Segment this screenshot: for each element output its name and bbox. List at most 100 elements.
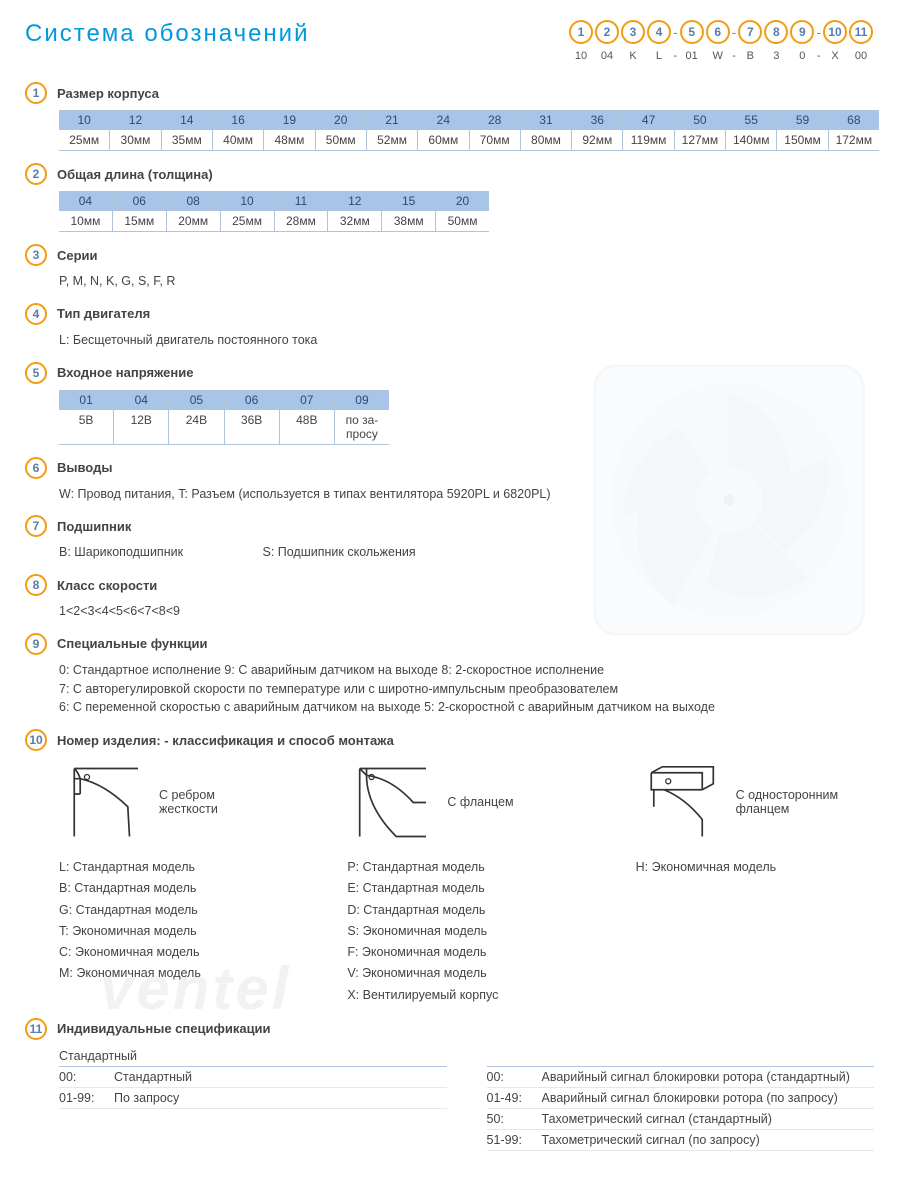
table-column: 1948мм [263,111,314,150]
section-title: Класс скорости [57,578,157,593]
table-column: 2152мм [366,111,417,150]
spec-col-right: 00:Аварийный сигнал блокировки ротора (с… [487,1046,875,1151]
table-body: 119мм [623,130,673,150]
table-column: 1230мм [109,111,160,150]
mount-list-item: H: Экономичная модель [636,857,874,878]
table-head: 09 [335,391,389,410]
mount-list: H: Экономичная модель [636,857,874,878]
spec-code: 00: [59,1070,114,1084]
section-title: Размер корпуса [57,86,159,101]
table-head: 31 [521,111,571,130]
table-body: 50мм [316,130,366,150]
mount-list: L: Стандартная модельB: Стандартная моде… [59,857,297,985]
table-head: 04 [114,391,168,410]
section-number: 2 [25,163,47,185]
table-head: 15 [382,192,435,211]
table-column: 1128мм [274,192,328,231]
table-body: 92мм [572,130,622,150]
table-body: 25мм [221,211,274,231]
table-column: 1025мм [59,111,109,150]
section-9: 9 Специальные функции 0: Стандартное исп… [25,633,874,717]
code-circle: 3 [621,20,645,44]
section-8: 8 Класс скорости 1<2<3<4<5<6<7<8<9 [25,574,874,621]
spec-head: Стандартный [59,1046,447,1067]
mount-list-item: C: Экономичная модель [59,942,297,963]
spec-row: 50:Тахометрический сигнал (стандартный) [487,1109,875,1130]
code-value: K [629,50,636,64]
code-position-7: 7B [738,20,762,64]
section-body: L: Бесщеточный двигатель постоянного ток… [59,331,874,350]
mount-list-item: P: Стандартная модель [347,857,585,878]
table-body: 10мм [59,211,112,231]
table-column: 2870мм [469,111,520,150]
mount-label: С одностороннимфланцем [736,788,838,816]
table-column: 68172мм [828,111,879,150]
page-title: Система обозначений [25,20,310,48]
code-value: 3 [773,50,779,64]
section-title: Общая длина (толщина) [57,167,213,182]
spec-col-left: Стандартный 00:Стандартный01-99:По запро… [59,1046,447,1151]
table-column: 59150мм [776,111,827,150]
code-position-10: 10 X [823,20,847,64]
table-column: 1232мм [327,192,381,231]
table-head: 59 [777,111,827,130]
section-body: P, M, N, K, G, S, F, R [59,272,874,291]
section-10: 10 Номер изделия: - классификация и спос… [25,729,874,1006]
table-body: 5В [59,410,113,430]
section-title: Подшипник [57,519,131,534]
code-circle: 10 [823,20,847,44]
code-circle: 11 [849,20,873,44]
code-position-6: 6W [706,20,730,64]
table-body: 172мм [829,130,879,150]
table-body: 25мм [59,130,109,150]
table-body: 12В [114,410,168,430]
code-position-3: 3K [621,20,645,64]
table-body: 150мм [777,130,827,150]
table-body: 36В [225,410,279,430]
code-value: 00 [855,50,867,64]
bearings-sleeve: S: Подшипник скольжения [262,545,415,559]
table-column: 1025мм [220,192,274,231]
code-dash: -- [732,20,737,64]
table-head: 07 [280,391,334,410]
table-body: 48В [280,410,334,430]
section-number: 10 [25,729,47,751]
mount-rib-icon [59,760,149,845]
mount-label: С ребромжесткости [159,788,218,816]
spec-row: 01-99:По запросу [59,1088,447,1109]
table-head: 20 [316,111,366,130]
code-circle: 9 [790,20,814,44]
table-column: 0615мм [112,192,166,231]
code-value: B [747,50,754,64]
table-head: 08 [167,192,220,211]
spec-text: Аварийный сигнал блокировки ротора (по з… [542,1091,838,1105]
section-title: Входное напряжение [57,365,193,380]
table-head: 10 [59,111,109,130]
spec-row: 51-99:Тахометрический сигнал (по запросу… [487,1130,875,1151]
spec-code: 50: [487,1112,542,1126]
code-value: 04 [601,50,613,64]
mount-list-item: T: Экономичная модель [59,921,297,942]
table-body: 60мм [418,130,468,150]
code-value: X [831,50,838,64]
table-body: 50мм [436,211,489,231]
section-number: 6 [25,457,47,479]
spec-line: 6: С переменной скоростью с аварийным да… [59,698,874,717]
code-value: W [712,50,722,64]
section-3: 3 Серии P, M, N, K, G, S, F, R [25,244,874,291]
spec-row: 01-49:Аварийный сигнал блокировки ротора… [487,1088,875,1109]
table-head: 50 [675,111,725,130]
code-circle: 7 [738,20,762,44]
header-row: Система обозначений 1102043K4L--5016W--7… [25,20,874,64]
table-body: 24В [169,410,223,430]
code-circle: 4 [647,20,671,44]
table-body: 48мм [264,130,314,150]
table-body: 40мм [213,130,263,150]
table-head: 55 [726,111,776,130]
length-table: 0410мм0615мм0820мм1025мм1128мм1232мм1538… [59,191,489,232]
code-strip: 1102043K4L--5016W--7B8390--10X1100 [568,20,874,64]
table-head: 05 [169,391,223,410]
section-body: 1<2<3<4<5<6<7<8<9 [59,602,874,621]
code-value: 10 [575,50,587,64]
table-column: 1640мм [212,111,263,150]
